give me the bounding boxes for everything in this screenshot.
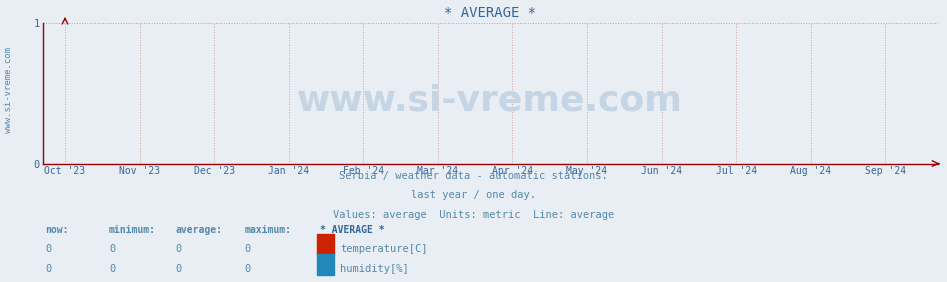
Text: 0: 0 bbox=[244, 244, 251, 254]
Text: average:: average: bbox=[175, 225, 223, 235]
Text: 0: 0 bbox=[45, 264, 52, 274]
Text: maximum:: maximum: bbox=[244, 225, 292, 235]
Text: now:: now: bbox=[45, 225, 69, 235]
Text: 0: 0 bbox=[109, 244, 116, 254]
Text: 0: 0 bbox=[175, 264, 182, 274]
Text: Serbia / weather data - automatic stations.: Serbia / weather data - automatic statio… bbox=[339, 171, 608, 180]
Title: * AVERAGE *: * AVERAGE * bbox=[444, 6, 536, 20]
Text: www.si-vreme.com: www.si-vreme.com bbox=[297, 83, 683, 117]
Text: Values: average  Units: metric  Line: average: Values: average Units: metric Line: aver… bbox=[333, 210, 614, 220]
Text: temperature[C]: temperature[C] bbox=[340, 244, 427, 254]
Text: 0: 0 bbox=[109, 264, 116, 274]
Text: minimum:: minimum: bbox=[109, 225, 156, 235]
Text: 0: 0 bbox=[244, 264, 251, 274]
Text: humidity[%]: humidity[%] bbox=[340, 264, 409, 274]
Text: * AVERAGE *: * AVERAGE * bbox=[320, 225, 384, 235]
Text: 0: 0 bbox=[175, 244, 182, 254]
Text: last year / one day.: last year / one day. bbox=[411, 190, 536, 200]
Text: 0: 0 bbox=[45, 244, 52, 254]
Text: www.si-vreme.com: www.si-vreme.com bbox=[4, 47, 13, 133]
